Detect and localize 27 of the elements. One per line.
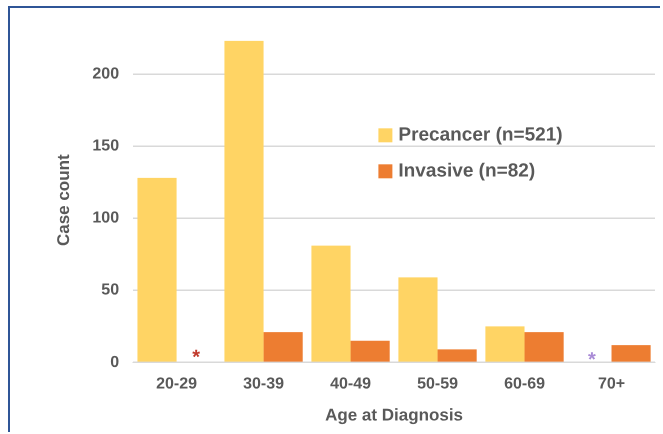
y-axis-title: Case count [54, 154, 73, 246]
x-tick-label: 50-59 [417, 375, 458, 392]
y-tick-label: 0 [110, 354, 120, 371]
bar [224, 40, 264, 362]
x-tick-label: 70+ [598, 375, 626, 392]
bar [438, 349, 477, 362]
bar [398, 277, 438, 362]
y-tick-label: 150 [92, 138, 120, 155]
x-axis-title: Age at Diagnosis [325, 405, 464, 424]
legend-label: Invasive (n=82) [398, 160, 536, 182]
x-tick-label: 60-69 [504, 375, 546, 392]
y-tick-label: 50 [101, 282, 120, 299]
y-tick-label: 100 [92, 210, 120, 227]
bar [137, 178, 177, 362]
bar [350, 340, 390, 362]
x-tick-label: 20-29 [156, 375, 198, 392]
bar [311, 246, 351, 362]
annotation: * [588, 349, 596, 372]
x-tick-label: 40-49 [330, 375, 372, 392]
legend-label: Precancer (n=521) [398, 124, 563, 146]
annotation: * [192, 346, 200, 368]
x-tick-label: 30-39 [243, 375, 284, 392]
y-tick-label: 200 [92, 65, 120, 82]
bar [485, 326, 525, 362]
bar [524, 332, 564, 362]
bar [612, 345, 651, 362]
bar [264, 332, 303, 362]
